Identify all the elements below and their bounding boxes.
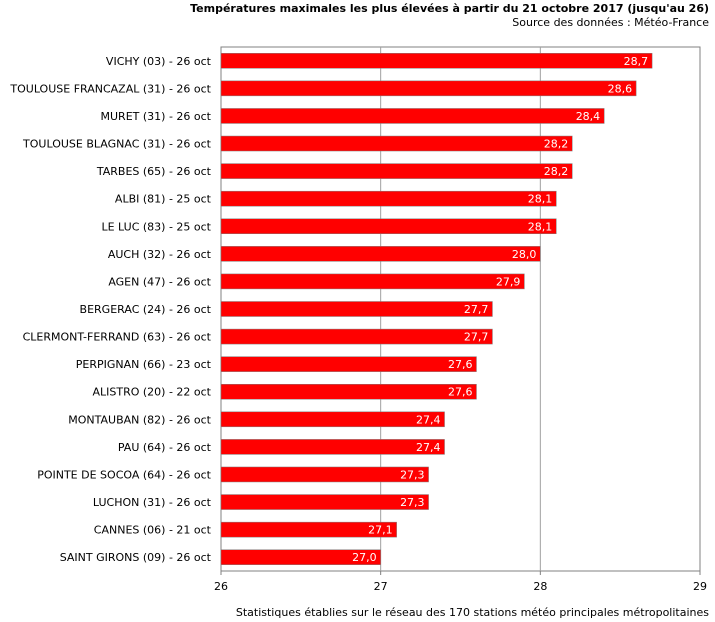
bar-value-label: 27,6	[448, 386, 473, 399]
bar-value-label: 27,4	[416, 413, 441, 426]
x-tick-label: 29	[693, 580, 707, 593]
bar	[220, 549, 381, 565]
category-label: POINTE DE SOCOA (64) - 26 oct	[37, 468, 211, 481]
bar	[220, 411, 445, 428]
x-axis-ticks: 26 27 28 29	[214, 571, 707, 593]
bar-value-label: 27,0	[352, 551, 377, 564]
category-label: MURET (31) - 26 oct	[101, 110, 212, 123]
bar	[220, 383, 477, 400]
category-label: AGEN (47) - 26 oct	[108, 275, 211, 288]
bar	[220, 301, 493, 317]
chart-title: Températures maximales les plus élevées …	[190, 2, 709, 15]
bar	[220, 439, 445, 455]
category-label: CLERMONT-FERRAND (63) - 26 oct	[23, 331, 212, 344]
bar-value-label: 28,1	[528, 220, 553, 233]
chart-source: Source des données : Météo-France	[512, 16, 709, 29]
bar	[220, 494, 429, 510]
bar	[220, 356, 477, 372]
bar	[220, 135, 573, 152]
bar-value-label: 27,3	[400, 496, 425, 509]
bar-value-label: 27,1	[368, 524, 393, 537]
bar	[220, 328, 493, 345]
bar-value-label: 27,7	[464, 303, 489, 316]
bar-value-label: 28,6	[608, 82, 633, 95]
bar	[220, 273, 525, 290]
bar-value-label: 27,7	[464, 331, 489, 344]
bar	[220, 521, 397, 538]
bar-value-label: 28,2	[544, 165, 569, 178]
category-label: CANNES (06) - 21 oct	[94, 524, 212, 537]
category-label: PERPIGNAN (66) - 23 oct	[76, 358, 212, 371]
bar	[220, 466, 429, 483]
category-label: ALBI (81) - 25 oct	[115, 193, 212, 206]
category-label: TOULOUSE FRANCAZAL (31) - 26 oct	[9, 82, 211, 95]
bar	[220, 108, 605, 124]
bar	[220, 218, 557, 235]
bar	[220, 53, 653, 69]
category-label: AUCH (32) - 26 oct	[108, 248, 212, 261]
category-label: MONTAUBAN (82) - 26 oct	[68, 413, 211, 426]
bar-value-label: 28,7	[624, 55, 649, 68]
category-label: LUCHON (31) - 26 oct	[93, 496, 212, 509]
x-tick-label: 26	[214, 580, 228, 593]
bar	[220, 163, 573, 179]
x-tick-label: 28	[533, 580, 547, 593]
category-label: TARBES (65) - 26 oct	[96, 165, 212, 178]
x-tick-label: 27	[374, 580, 388, 593]
bars-group: 28,7 28,6 28,4 28,2 28,2 28,1 28,1 28,0 27,9 27,7…	[220, 53, 653, 565]
bar	[220, 80, 637, 97]
category-label: TOULOUSE BLAGNAC (31) - 26 oct	[22, 138, 212, 151]
chart-footnote: Statistiques établies sur le réseau des …	[235, 606, 709, 619]
bar	[220, 190, 557, 207]
bar-value-label: 27,9	[496, 275, 521, 288]
category-label: SAINT GIRONS (09) - 26 oct	[60, 551, 212, 564]
bar-value-label: 28,0	[512, 248, 537, 261]
bar-value-label: 28,1	[528, 193, 553, 206]
bar-value-label: 28,2	[544, 138, 569, 151]
category-label: PAU (64) - 26 oct	[118, 441, 212, 454]
bar-value-label: 28,4	[576, 110, 601, 123]
category-label: LE LUC (83) - 25 oct	[101, 220, 211, 233]
bar	[220, 246, 541, 262]
bar-value-label: 27,4	[416, 441, 441, 454]
category-labels: VICHY (03) - 26 oct TOULOUSE FRANCAZAL (3…	[9, 55, 211, 564]
category-label: BERGERAC (24) - 26 oct	[80, 303, 212, 316]
category-label: VICHY (03) - 26 oct	[106, 55, 212, 68]
bar-value-label: 27,6	[448, 358, 473, 371]
bar-value-label: 27,3	[400, 468, 425, 481]
category-label: ALISTRO (20) - 22 oct	[92, 386, 211, 399]
